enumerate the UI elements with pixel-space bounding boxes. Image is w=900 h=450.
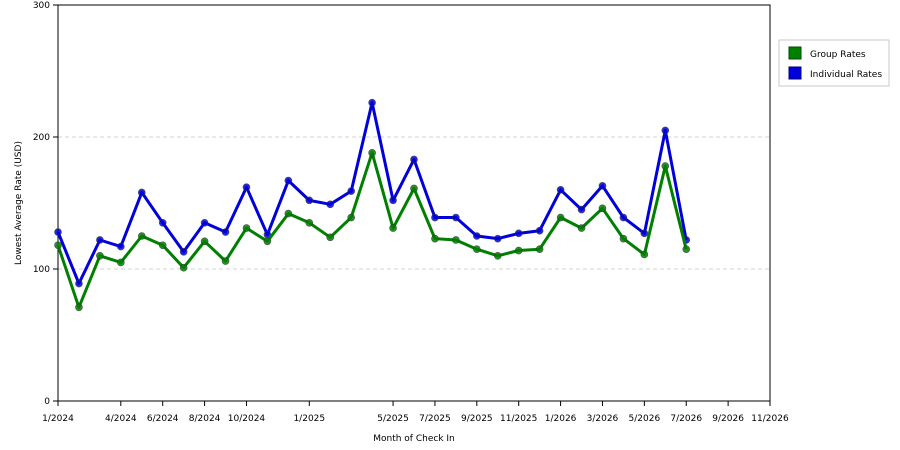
data-point-group-rates	[326, 233, 335, 242]
data-point-individual-rates	[493, 234, 502, 243]
series-individual-rates	[54, 98, 691, 288]
data-point-group-rates	[493, 252, 502, 260]
data-point-individual-rates	[347, 187, 355, 195]
data-point-group-rates	[54, 241, 62, 250]
x-tick-label: 5/2025	[377, 414, 409, 424]
data-point-group-rates	[452, 236, 460, 244]
data-point-individual-rates	[473, 232, 481, 240]
x-tick-label: 1/2024	[42, 414, 74, 424]
x-tick-label: 1/2025	[293, 414, 325, 424]
x-tick-label: 9/2026	[712, 414, 744, 424]
data-point-individual-rates	[326, 200, 335, 209]
x-tick-label: 11/2026	[751, 414, 789, 424]
legend-swatch-individual-rates	[788, 66, 802, 80]
data-point-individual-rates	[75, 279, 83, 288]
data-point-individual-rates	[96, 236, 104, 244]
data-point-group-rates	[305, 219, 314, 227]
data-point-group-rates	[347, 213, 355, 222]
data-point-group-rates	[221, 257, 230, 265]
data-point-individual-rates	[179, 248, 188, 256]
data-point-individual-rates	[368, 98, 376, 107]
series-lines	[54, 98, 691, 312]
data-point-group-rates	[640, 250, 649, 259]
data-point-group-rates	[598, 204, 607, 213]
y-tick-label: 100	[33, 265, 50, 275]
data-point-group-rates	[514, 246, 523, 255]
x-tick-label: 6/2024	[147, 414, 179, 424]
data-point-group-rates	[137, 232, 146, 240]
data-point-individual-rates	[158, 219, 167, 227]
data-point-group-rates	[117, 258, 125, 267]
data-point-individual-rates	[556, 186, 565, 194]
legend-label-group-rates: Group Rates	[810, 50, 866, 60]
data-point-group-rates	[473, 245, 481, 253]
data-point-individual-rates	[221, 228, 230, 236]
data-point-group-rates	[682, 245, 691, 253]
data-point-group-rates	[556, 213, 565, 222]
x-tick-label: 4/2024	[105, 414, 137, 424]
data-point-group-rates	[200, 237, 209, 246]
data-point-individual-rates	[305, 196, 314, 205]
x-axis-title: Month of Check In	[373, 434, 455, 444]
x-tick-label: 3/2026	[587, 414, 619, 424]
data-point-individual-rates	[117, 242, 125, 251]
data-point-group-rates	[535, 245, 544, 253]
data-point-group-rates	[242, 224, 251, 232]
data-point-group-rates	[577, 224, 586, 232]
data-point-individual-rates	[661, 126, 670, 135]
data-point-individual-rates	[619, 213, 628, 222]
data-point-individual-rates	[640, 229, 649, 238]
data-point-group-rates	[179, 263, 188, 272]
x-tick-label: 1/2026	[545, 414, 577, 424]
legend-label-individual-rates: Individual Rates	[810, 70, 882, 80]
series-line-group-rates	[56, 151, 688, 309]
data-point-group-rates	[619, 234, 628, 243]
x-tick-label: 9/2025	[461, 414, 493, 424]
data-point-individual-rates	[410, 155, 418, 164]
x-tick-label: 11/2025	[500, 414, 537, 424]
x-tick-label: 10/2024	[228, 414, 266, 424]
series-line-individual-rates	[56, 101, 688, 285]
data-point-individual-rates	[284, 176, 293, 185]
data-point-individual-rates	[598, 182, 607, 190]
data-point-individual-rates	[242, 183, 251, 191]
x-axis: 1/2024 4/2024 6/2024 8/2024 10/2024 1/2025 5/2…	[42, 401, 789, 424]
data-point-individual-rates	[431, 213, 439, 222]
y-axis: 0 100 200 300	[33, 1, 58, 407]
data-point-group-rates	[284, 209, 293, 218]
data-point-group-rates	[263, 237, 272, 246]
data-point-group-rates	[96, 252, 104, 260]
data-point-group-rates	[368, 149, 376, 157]
x-tick-label: 8/2024	[189, 414, 221, 424]
x-tick-label: 7/2026	[670, 414, 702, 424]
legend: Group Rates Individual Rates	[778, 39, 890, 87]
data-point-individual-rates	[535, 226, 544, 235]
y-tick-label: 200	[33, 133, 50, 143]
legend-swatch-group-rates	[788, 46, 802, 60]
y-tick-label: 300	[33, 1, 50, 11]
data-point-group-rates	[661, 162, 670, 170]
data-point-individual-rates	[200, 219, 209, 227]
data-point-group-rates	[75, 303, 83, 312]
data-point-individual-rates	[452, 213, 460, 222]
x-tick-label: 7/2025	[419, 414, 451, 424]
series-group-rates	[54, 149, 691, 312]
data-point-individual-rates	[137, 188, 146, 197]
data-point-individual-rates	[514, 229, 523, 238]
data-point-individual-rates	[389, 196, 397, 205]
y-axis-title: Lowest Average Rate (USD)	[14, 141, 24, 265]
data-point-group-rates	[410, 184, 418, 193]
data-point-individual-rates	[577, 205, 586, 214]
y-tick-label: 0	[44, 397, 50, 407]
data-point-individual-rates	[54, 228, 62, 236]
data-point-group-rates	[158, 241, 167, 250]
data-point-group-rates	[431, 234, 439, 243]
data-point-group-rates	[389, 224, 397, 232]
plot-area-frame	[57, 4, 771, 402]
x-tick-label: 5/2026	[629, 414, 661, 424]
